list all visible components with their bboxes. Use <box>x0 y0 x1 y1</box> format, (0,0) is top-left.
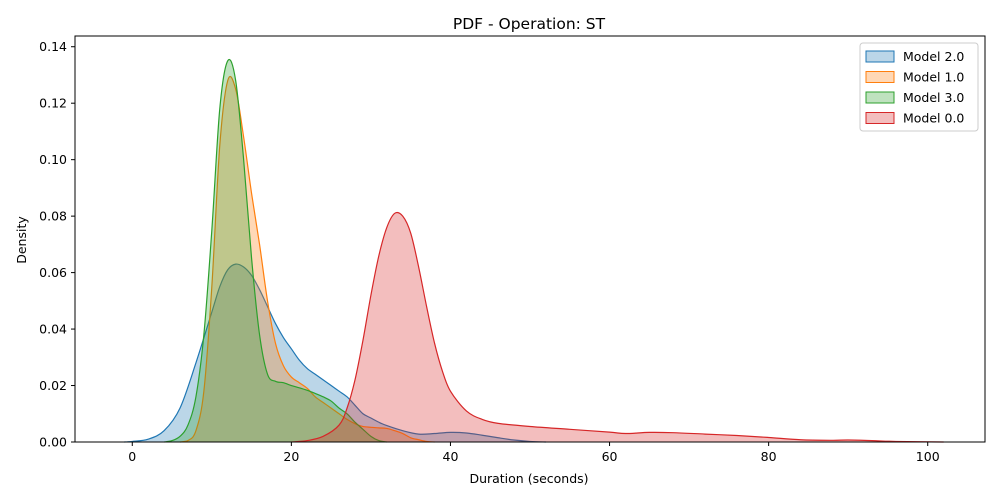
legend-swatch <box>865 71 895 83</box>
legend-swatch <box>865 50 895 63</box>
legend-box <box>859 42 979 132</box>
series-layer <box>124 59 944 443</box>
series-model-3-0 <box>163 59 387 443</box>
y-tick-label: 0.14 <box>39 39 67 54</box>
line-model-2-0 <box>124 263 546 443</box>
legend-swatch <box>865 112 895 124</box>
axes-layer: 0 20 40 60 80 100 0.00 0.02 0.04 0.06 0.08 0.10 0.12… <box>39 35 986 464</box>
area-model-2-0 <box>124 264 546 442</box>
legend-label: Model 2.0 <box>903 49 964 64</box>
chart-title: PDF - Operation: ST <box>453 15 606 33</box>
legend-label: Model 3.0 <box>903 90 964 105</box>
line-model-0-0 <box>291 211 944 443</box>
legend-item-model-0-0: Model 0.0 <box>865 111 964 126</box>
y-tick-label: 0.06 <box>39 265 67 280</box>
x-tick-label: 80 <box>761 449 777 464</box>
series-model-1-0 <box>179 76 435 443</box>
x-tick-label: 20 <box>283 449 299 464</box>
y-tick-label: 0.08 <box>39 209 67 224</box>
legend-item-model-3-0: Model 3.0 <box>865 90 964 105</box>
legend-swatch <box>865 91 895 104</box>
x-axis-label: Duration (seconds) <box>469 471 588 486</box>
legend-item-model-1-0: Model 1.0 <box>865 70 964 85</box>
y-tick-label: 0.12 <box>39 96 67 111</box>
legend-item-model-2-0: Model 2.0 <box>865 49 964 64</box>
plot-frame <box>74 35 986 443</box>
legend-label: Model 0.0 <box>903 111 964 126</box>
y-tick-label: 0.10 <box>39 152 67 167</box>
y-tick-label: 0.04 <box>39 322 67 337</box>
area-model-0-0 <box>291 212 944 442</box>
series-model-2-0 <box>124 263 546 443</box>
legend: Model 2.0 Model 1.0 Model 3.0 Model 0.0 <box>859 42 979 132</box>
area-model-1-0 <box>180 76 435 443</box>
x-tick-label: 60 <box>602 449 618 464</box>
x-tick-label: 100 <box>916 449 940 464</box>
y-axis-label: Density <box>14 216 29 264</box>
y-tick-label: 0.00 <box>39 435 67 450</box>
line-model-1-0 <box>179 76 435 443</box>
area-model-3-0 <box>164 59 387 443</box>
series-model-0-0 <box>291 211 944 443</box>
line-model-3-0 <box>163 59 387 443</box>
x-tick-label: 40 <box>443 449 459 464</box>
legend-label: Model 1.0 <box>903 70 964 85</box>
y-tick-label: 0.02 <box>39 378 67 393</box>
x-tick-label: 0 <box>128 449 136 464</box>
